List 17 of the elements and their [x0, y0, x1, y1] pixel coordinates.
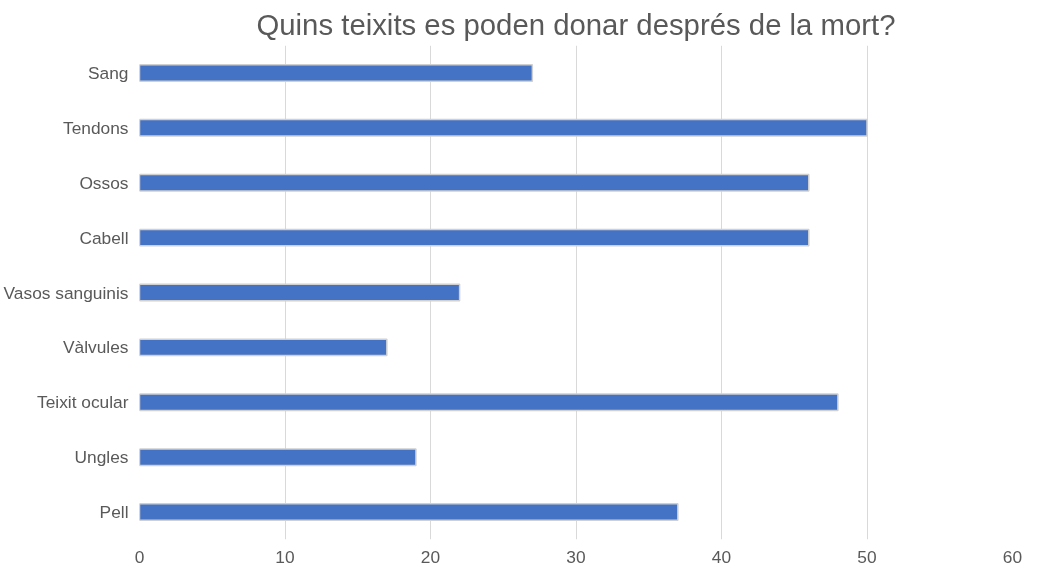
- y-tick-label: Ossos: [79, 172, 129, 193]
- chart-title: Quins teixits es poden donar després de la mort?: [256, 7, 896, 41]
- y-tick-label: Ungles: [74, 447, 129, 468]
- y-tick-label: Cabell: [79, 227, 129, 248]
- y-tick-label: Vasos sanguinis: [3, 282, 129, 303]
- y-tick-label: Vàlvules: [63, 337, 129, 358]
- x-tick-label: 30: [566, 546, 586, 567]
- y-tick-label: Pell: [99, 502, 129, 523]
- y-tick-label: Teixit ocular: [37, 392, 129, 413]
- x-tick-label: 40: [711, 546, 732, 567]
- x-tick-label: 10: [275, 546, 295, 567]
- x-tick-label: 50: [857, 546, 877, 567]
- x-tick-label: 0: [134, 546, 145, 567]
- y-tick-label: Tendons: [62, 117, 129, 138]
- x-tick-label: 60: [1002, 546, 1023, 567]
- y-tick-label: Sang: [88, 62, 129, 83]
- x-tick-label: 20: [420, 546, 441, 567]
